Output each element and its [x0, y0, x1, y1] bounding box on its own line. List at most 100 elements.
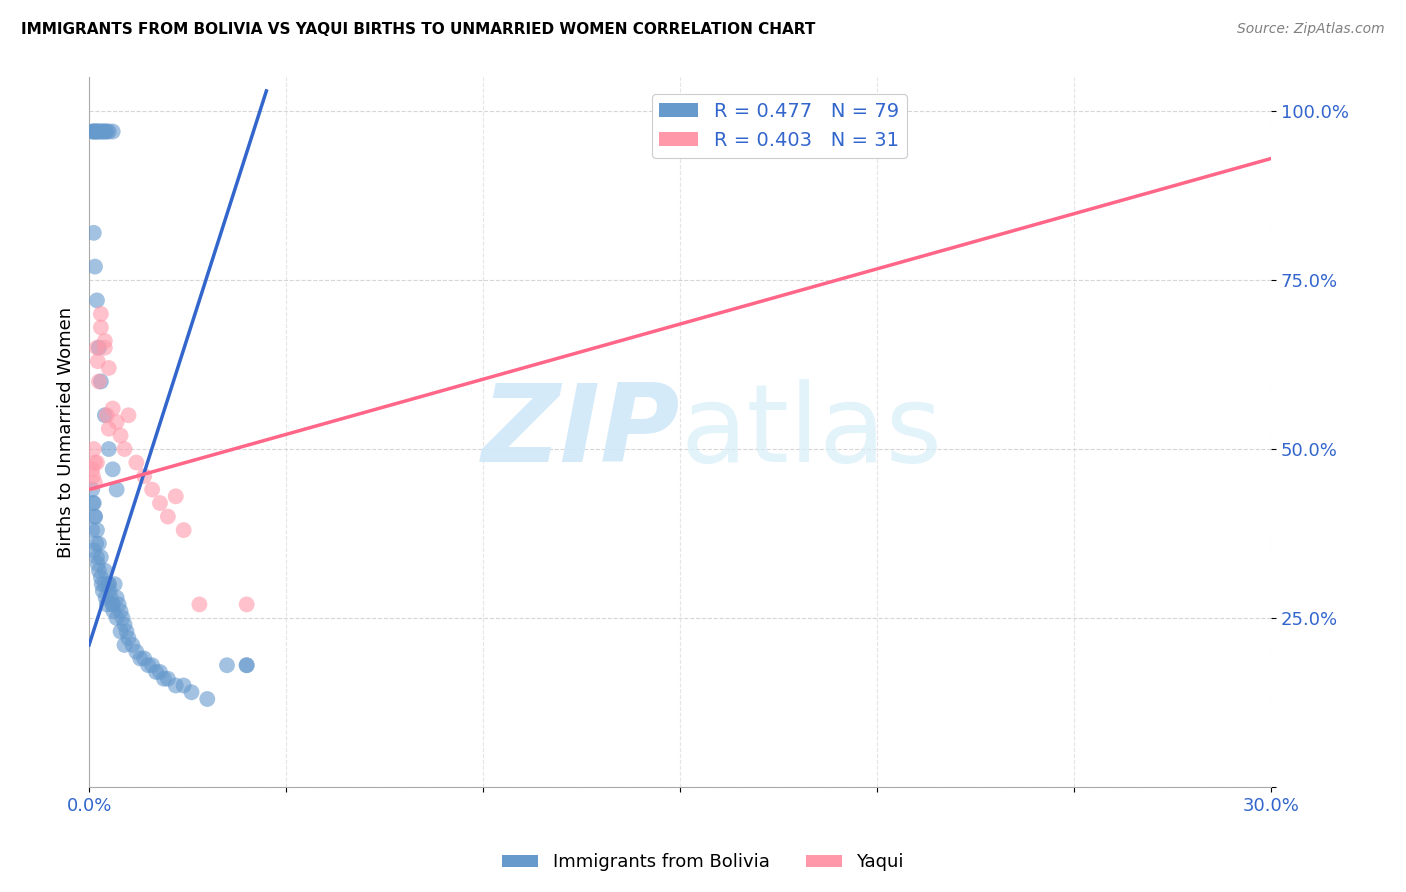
Point	[83, 124, 105, 138]
Text: ZIP: ZIP	[482, 379, 681, 485]
Point	[101, 401, 124, 416]
Point	[173, 523, 195, 537]
Point	[83, 226, 105, 240]
Legend: R = 0.477   N = 79, R = 0.403   N = 31: R = 0.477 N = 79, R = 0.403 N = 31	[651, 95, 907, 158]
Point	[94, 591, 117, 605]
Point	[134, 651, 156, 665]
Point	[101, 598, 124, 612]
Point	[145, 665, 167, 679]
Point	[86, 456, 108, 470]
Point	[97, 422, 120, 436]
Point	[87, 354, 110, 368]
Point	[90, 124, 112, 138]
Point	[149, 496, 172, 510]
Point	[115, 624, 138, 639]
Point	[84, 124, 107, 138]
Point	[87, 564, 110, 578]
Point	[90, 124, 112, 138]
Point	[101, 598, 124, 612]
Point	[215, 658, 238, 673]
Point	[83, 442, 105, 456]
Point	[165, 489, 187, 503]
Point	[134, 469, 156, 483]
Point	[188, 598, 211, 612]
Point	[86, 550, 108, 565]
Point	[105, 591, 128, 605]
Point	[96, 598, 118, 612]
Point	[96, 124, 118, 138]
Y-axis label: Births to Unmarried Women: Births to Unmarried Women	[58, 307, 75, 558]
Point	[141, 658, 163, 673]
Point	[90, 307, 112, 321]
Point	[195, 692, 218, 706]
Point	[87, 341, 110, 355]
Point	[84, 509, 107, 524]
Point	[82, 523, 104, 537]
Text: IMMIGRANTS FROM BOLIVIA VS YAQUI BIRTHS TO UNMARRIED WOMEN CORRELATION CHART: IMMIGRANTS FROM BOLIVIA VS YAQUI BIRTHS …	[21, 22, 815, 37]
Point	[82, 124, 104, 138]
Point	[82, 483, 104, 497]
Point	[114, 442, 136, 456]
Point	[87, 124, 110, 138]
Point	[87, 557, 110, 571]
Point	[97, 442, 120, 456]
Point	[129, 651, 152, 665]
Point	[105, 611, 128, 625]
Point	[101, 462, 124, 476]
Point	[82, 124, 104, 138]
Point	[94, 124, 117, 138]
Point	[153, 672, 176, 686]
Point	[110, 624, 132, 639]
Point	[94, 341, 117, 355]
Point	[111, 611, 134, 625]
Point	[136, 658, 159, 673]
Point	[90, 320, 112, 334]
Point	[114, 617, 136, 632]
Point	[82, 469, 104, 483]
Point	[110, 604, 132, 618]
Point	[91, 583, 114, 598]
Point	[235, 598, 257, 612]
Point	[90, 550, 112, 565]
Legend: Immigrants from Bolivia, Yaqui: Immigrants from Bolivia, Yaqui	[495, 847, 911, 879]
Point	[107, 598, 129, 612]
Point	[87, 536, 110, 550]
Point	[866, 121, 889, 136]
Point	[94, 409, 117, 423]
Point	[90, 570, 112, 584]
Point	[87, 124, 110, 138]
Point	[94, 124, 117, 138]
Text: Source: ZipAtlas.com: Source: ZipAtlas.com	[1237, 22, 1385, 37]
Point	[156, 672, 179, 686]
Point	[97, 124, 120, 138]
Point	[235, 658, 257, 673]
Point	[114, 638, 136, 652]
Point	[117, 409, 139, 423]
Point	[82, 462, 104, 476]
Point	[84, 124, 107, 138]
Point	[117, 631, 139, 645]
Point	[86, 341, 108, 355]
Point	[173, 678, 195, 692]
Point	[110, 428, 132, 442]
Point	[235, 658, 257, 673]
Point	[90, 577, 112, 591]
Point	[125, 645, 148, 659]
Point	[86, 293, 108, 308]
Point	[94, 577, 117, 591]
Point	[100, 591, 122, 605]
Point	[84, 536, 107, 550]
Point	[84, 456, 107, 470]
Text: atlas: atlas	[681, 379, 942, 485]
Point	[180, 685, 202, 699]
Point	[84, 260, 107, 274]
Point	[90, 375, 112, 389]
Point	[156, 509, 179, 524]
Point	[104, 577, 127, 591]
Point	[141, 483, 163, 497]
Point	[103, 604, 125, 618]
Point	[105, 415, 128, 429]
Point	[121, 638, 143, 652]
Point	[94, 564, 117, 578]
Point	[125, 456, 148, 470]
